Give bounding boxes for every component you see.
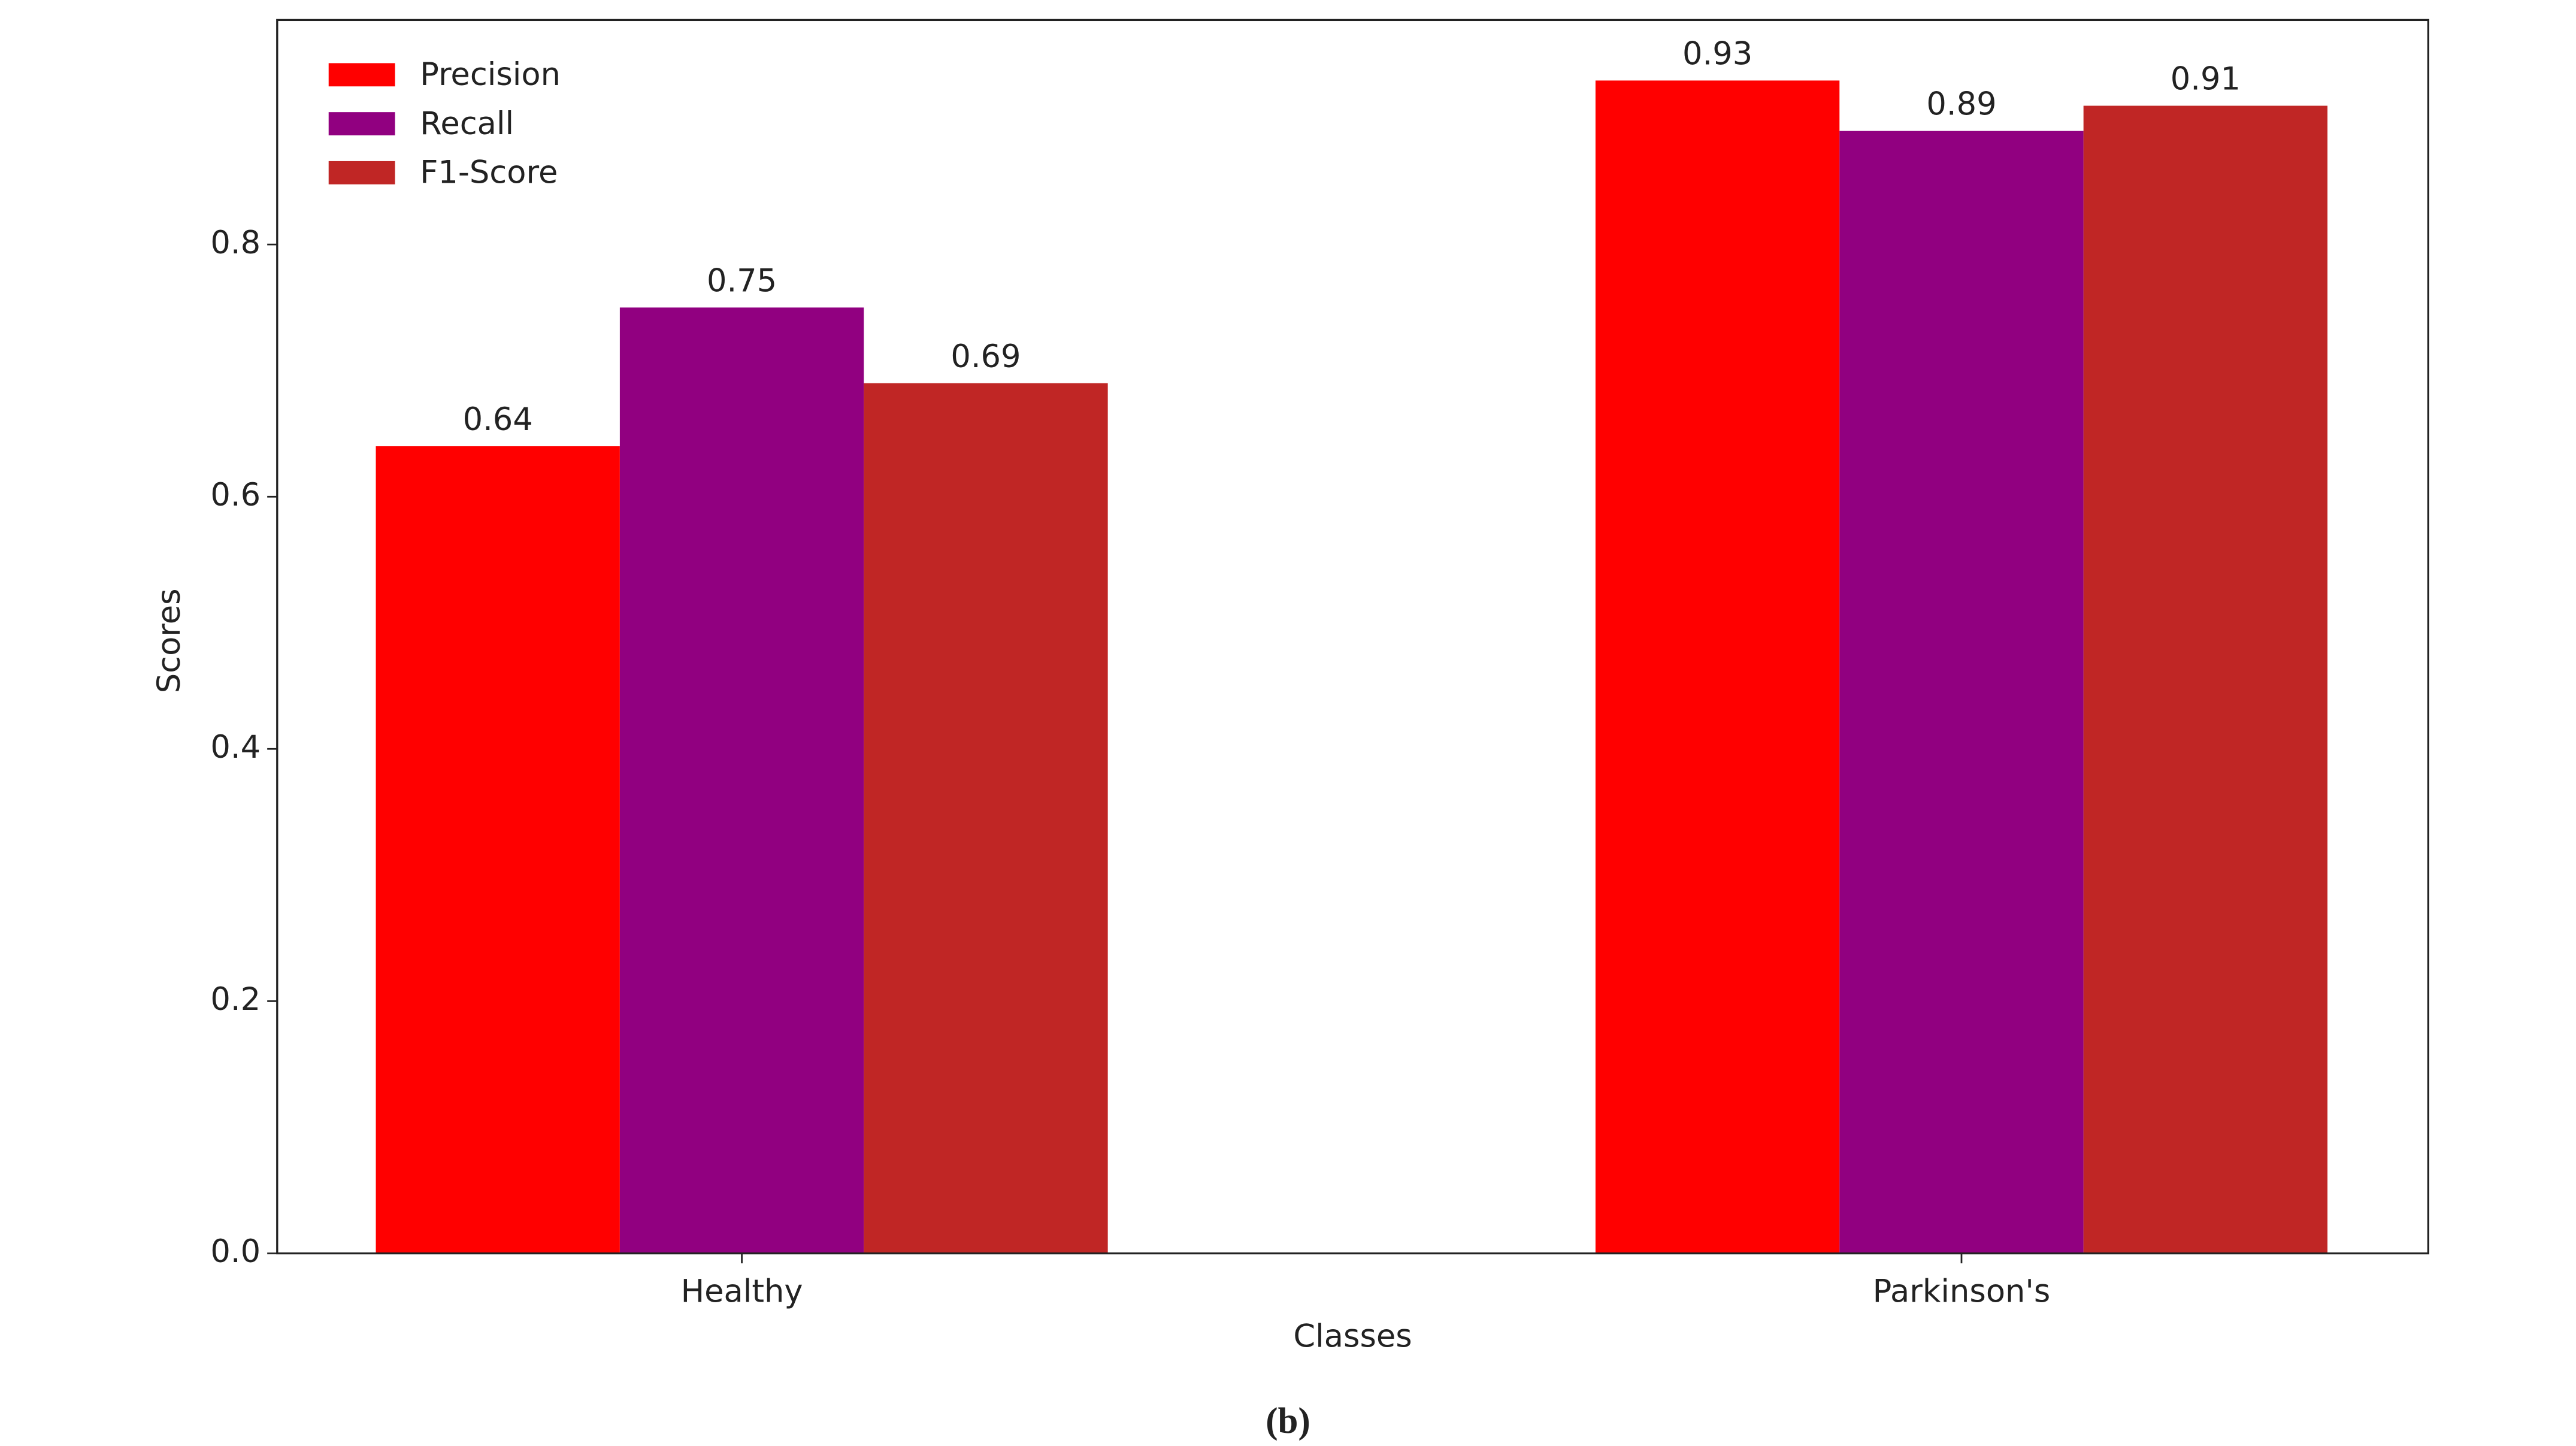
bar [1839,131,2084,1254]
bar [1595,80,1840,1254]
legend-swatch [328,161,395,184]
y-tick-label: 0.2 [210,981,261,1018]
bar [376,446,620,1254]
value-label: 0.91 [2171,61,2241,98]
y-tick-label: 0.6 [210,477,261,513]
value-label: 0.69 [951,338,1021,375]
value-label: 0.75 [707,262,777,299]
x-tick-label: Parkinson's [1873,1273,2051,1310]
legend-label: Recall [420,105,514,142]
y-tick-label: 0.8 [210,225,261,261]
legend-label: Precision [420,56,561,93]
y-axis-label: Scores [151,588,187,693]
legend-swatch [328,112,395,135]
value-label: 0.89 [1926,86,1996,123]
legend-swatch [328,63,395,87]
plot-frame [276,19,2430,1255]
y-tick-label: 0.0 [210,1233,261,1270]
bar [619,307,864,1254]
caption: (b) [1266,1401,1310,1441]
value-label: 0.64 [463,401,533,438]
x-tick-label: Healthy [681,1273,803,1310]
x-axis-label: Classes [1293,1318,1412,1354]
bar [864,383,1108,1254]
y-tick-label: 0.4 [210,729,261,766]
value-label: 0.93 [1682,35,1752,72]
legend-label: F1-Score [420,155,558,191]
bar [2083,105,2328,1254]
